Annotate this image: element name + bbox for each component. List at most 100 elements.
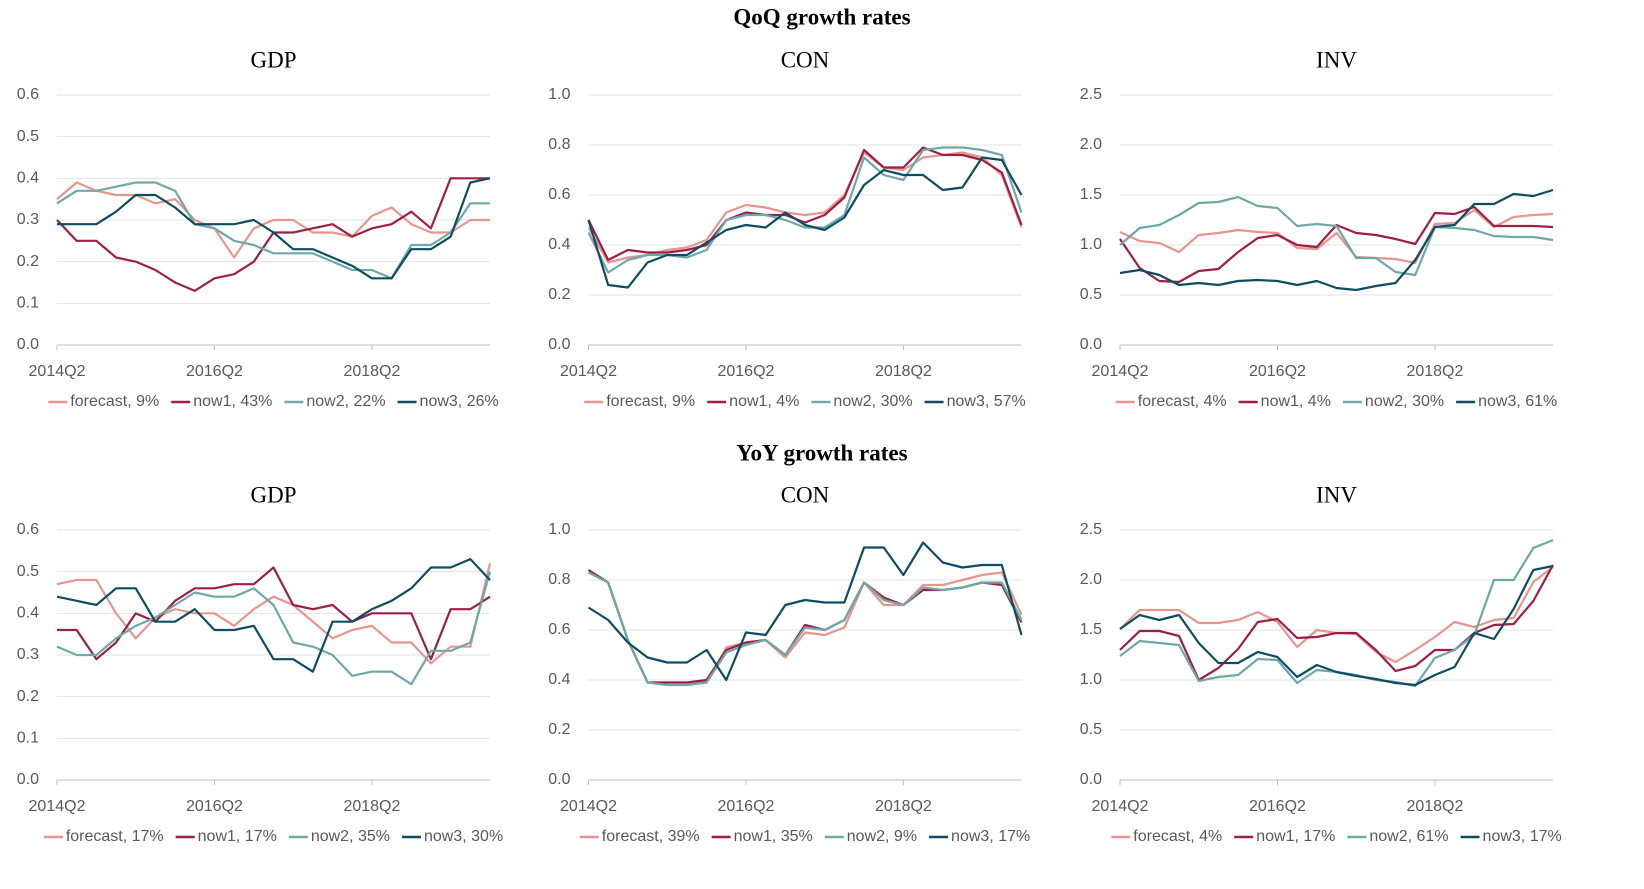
- y-tick-label: 0.8: [548, 136, 570, 153]
- legend-label: forecast, 17%: [66, 828, 164, 845]
- series-line: [587, 156, 1023, 289]
- legend-label: forecast, 39%: [602, 828, 700, 845]
- y-tick-label: 0.2: [548, 286, 570, 303]
- x-tick-label: 2018Q2: [343, 363, 400, 380]
- y-tick-label: 0.0: [548, 336, 570, 353]
- series-line: [56, 571, 492, 686]
- x-tick-label: 2016Q2: [1249, 363, 1306, 380]
- series-line: [57, 566, 491, 661]
- legend: forecast, 39% now1, 35% now2, 9% now3, 17%: [579, 828, 1030, 845]
- chart-title: CON: [781, 47, 830, 72]
- y-tick-label: 0.4: [548, 236, 570, 253]
- x-tick-label: 2016Q2: [186, 363, 243, 380]
- x-tick-label: 2018Q2: [343, 798, 400, 815]
- series-line: [1119, 195, 1554, 277]
- x-tick-label: 2014Q2: [1092, 363, 1149, 380]
- x-tick-label: 2014Q2: [560, 363, 617, 380]
- x-tick-label: 2014Q2: [29, 798, 86, 815]
- series-line: [587, 146, 1023, 274]
- y-tick-label: 0.5: [1080, 721, 1102, 738]
- y-tick-label: 0.6: [548, 621, 570, 638]
- series-line: [587, 151, 1023, 264]
- series-line: [57, 177, 491, 280]
- legend-label: forecast, 4%: [1133, 828, 1222, 845]
- x-tick-label: 2016Q2: [1249, 798, 1306, 815]
- y-tick-label: 0.2: [17, 253, 39, 270]
- legend-label: now3, 57%: [947, 393, 1026, 410]
- y-tick-label: 1.5: [1080, 621, 1102, 638]
- x-tick-label: 2014Q2: [29, 363, 86, 380]
- series-line: [1119, 188, 1554, 292]
- y-tick-label: 0.4: [548, 671, 570, 688]
- y-tick-label: 0.6: [548, 186, 570, 203]
- legend-label: now1, 43%: [193, 393, 272, 410]
- chart-title: CON: [781, 482, 830, 507]
- y-tick-label: 0.3: [17, 211, 39, 228]
- legend: forecast, 9% now1, 43% now2, 22% now3, 26%: [48, 393, 499, 410]
- y-tick-label: 0.3: [17, 646, 39, 663]
- y-tick-label: 1.0: [548, 86, 570, 103]
- series-line: [588, 571, 1023, 687]
- y-tick-label: 0.0: [548, 771, 570, 788]
- legend: forecast, 9% now1, 4% now2, 30% now3, 57%: [584, 393, 1026, 410]
- series-line: [587, 569, 1023, 684]
- y-tick-label: 1.0: [1080, 236, 1102, 253]
- series-line: [56, 181, 490, 259]
- series-line: [587, 146, 1023, 262]
- series-line: [56, 181, 490, 280]
- x-tick-label: 2018Q2: [875, 363, 932, 380]
- y-tick-label: 2.5: [1080, 521, 1102, 538]
- legend-label: now2, 22%: [306, 393, 385, 410]
- series-line: [1119, 564, 1554, 687]
- y-tick-label: 1.0: [548, 521, 570, 538]
- chart-title: INV: [1316, 47, 1357, 72]
- y-tick-label: 0.4: [17, 605, 39, 622]
- legend: forecast, 4% now1, 17% now2, 61% now3, 17%: [1111, 828, 1562, 845]
- x-tick-label: 2018Q2: [875, 798, 932, 815]
- chart-title: INV: [1316, 482, 1357, 507]
- chart-title: GDP: [250, 482, 296, 507]
- series-line: [1119, 208, 1554, 265]
- y-tick-label: 0.2: [548, 721, 570, 738]
- x-tick-label: 2014Q2: [560, 798, 617, 815]
- y-tick-label: 1.5: [1080, 186, 1102, 203]
- y-tick-label: 0.6: [17, 521, 39, 538]
- legend-label: now3, 30%: [424, 828, 503, 845]
- y-tick-label: 0.1: [17, 730, 39, 747]
- y-tick-label: 0.0: [17, 771, 39, 788]
- y-tick-label: 0.0: [17, 336, 39, 353]
- y-tick-label: 0.5: [17, 563, 39, 580]
- legend-label: forecast, 9%: [70, 393, 159, 410]
- y-tick-label: 0.0: [1080, 336, 1102, 353]
- series-line: [56, 558, 491, 673]
- series-line: [1119, 564, 1554, 682]
- legend-label: now2, 30%: [1365, 393, 1444, 410]
- legend-label: now3, 26%: [420, 393, 499, 410]
- x-tick-label: 2016Q2: [717, 798, 774, 815]
- legend: forecast, 4% now1, 4% now2, 30% now3, 61%: [1115, 393, 1557, 410]
- y-tick-label: 0.8: [548, 571, 570, 588]
- y-tick-label: 0.5: [1080, 286, 1102, 303]
- legend-label: now2, 35%: [311, 828, 390, 845]
- chart-title: GDP: [250, 47, 296, 72]
- y-tick-label: 2.0: [1080, 136, 1102, 153]
- legend-label: now1, 4%: [729, 393, 799, 410]
- section-title: YoY growth rates: [736, 440, 907, 465]
- y-tick-label: 1.0: [1080, 671, 1102, 688]
- y-tick-label: 0.4: [17, 170, 39, 187]
- legend-label: now1, 17%: [198, 828, 277, 845]
- x-tick-label: 2018Q2: [1406, 798, 1463, 815]
- legend-label: forecast, 9%: [606, 393, 695, 410]
- legend-label: now1, 35%: [734, 828, 813, 845]
- y-tick-label: 0.6: [17, 86, 39, 103]
- series-line: [587, 541, 1023, 682]
- legend-label: forecast, 4%: [1138, 393, 1227, 410]
- legend-label: now1, 17%: [1256, 828, 1335, 845]
- x-tick-label: 2018Q2: [1406, 363, 1463, 380]
- y-tick-label: 2.0: [1080, 571, 1102, 588]
- x-tick-label: 2014Q2: [1092, 798, 1149, 815]
- y-tick-label: 0.2: [17, 688, 39, 705]
- legend-label: now2, 61%: [1369, 828, 1448, 845]
- legend-label: now2, 30%: [833, 393, 912, 410]
